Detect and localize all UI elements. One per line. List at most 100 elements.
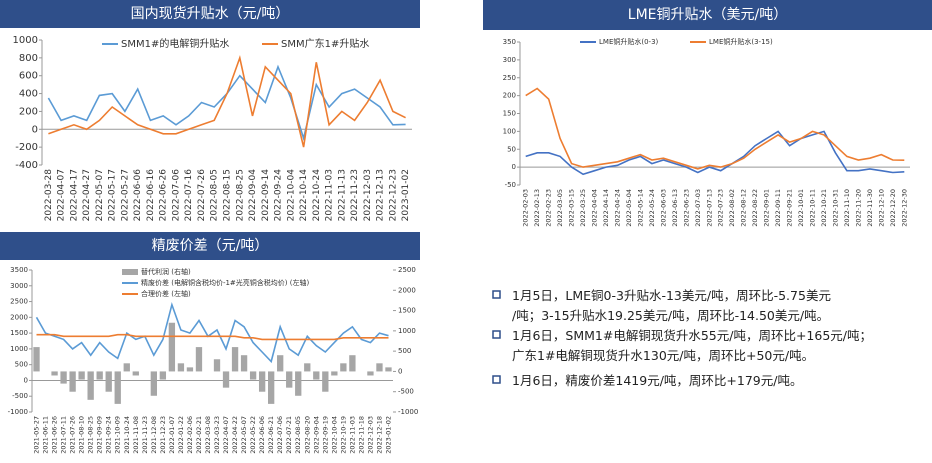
x-tick-label: 2022-04-14 xyxy=(602,189,610,227)
note-text: 1月5日，LME铜0-3升贴水-13美元/吨，周环比-5.75美元/吨；3-15… xyxy=(512,288,831,323)
bar xyxy=(78,371,85,380)
y-tick-label: 500 xyxy=(15,361,28,369)
x-tick-label: 2021-08-25 xyxy=(87,416,95,454)
title-bar xyxy=(483,0,932,30)
x-tick-label: 2022-05-27 xyxy=(120,169,130,221)
x-tick-label: 2021-07-26 xyxy=(69,416,77,454)
series-line xyxy=(47,64,406,142)
y-tick-label: 400 xyxy=(19,89,38,100)
title-bar xyxy=(0,232,420,260)
x-tick-label: 2022-08-12 xyxy=(740,189,748,227)
y-tick-label: 3000 xyxy=(10,282,28,290)
x-tick-label: 2022-12-03 xyxy=(366,416,374,454)
y2-tick-label: 500 xyxy=(398,347,411,355)
x-tick-label: 2022-02-21 xyxy=(195,416,203,454)
x-tick-label: 2022-04-17 xyxy=(69,169,79,221)
bar xyxy=(51,371,58,376)
x-tick-label: 2021-11-08 xyxy=(132,416,140,454)
legend-label: SMM1#的电解铜升贴水 xyxy=(121,37,229,50)
bar xyxy=(132,371,139,376)
x-tick-label: 2022-02-06 xyxy=(186,416,194,454)
x-tick-label: 2022-09-04 xyxy=(312,416,320,454)
x-tick-label: 2021-05-27 xyxy=(33,416,41,454)
bar xyxy=(295,371,302,396)
x-tick-label: 2022-12-18 xyxy=(375,416,383,454)
x-tick-label: 2022-11-13 xyxy=(337,169,347,221)
x-tick-label: 2023-01-02 xyxy=(401,169,411,221)
x-tick-label: 2022-05-07 xyxy=(240,416,248,454)
x-tick-label: 2021-06-11 xyxy=(42,416,50,454)
bar xyxy=(240,355,248,372)
series-line xyxy=(36,333,389,341)
x-tick-label: 2022-09-19 xyxy=(321,416,329,454)
y-tick-label: -50 xyxy=(505,181,516,189)
x-tick-label: 2022-02-13 xyxy=(533,189,541,227)
x-tick-label: 2022-06-13 xyxy=(671,189,679,227)
bar xyxy=(286,371,293,388)
x-tick-label: 2022-03-05 xyxy=(556,189,564,227)
legend-swatch xyxy=(122,269,138,275)
y-tick-label: 200 xyxy=(503,92,516,100)
x-tick-label: 2022-06-06 xyxy=(258,416,266,454)
x-tick-label: 2022-03-23 xyxy=(213,416,221,454)
x-tick-label: 2022-10-01 xyxy=(797,189,805,227)
y-tick-label: 350 xyxy=(503,38,516,46)
x-tick-label: 2022-09-01 xyxy=(763,189,771,227)
x-tick-label: 2022-06-26 xyxy=(159,169,169,222)
x-tick-label: 2022-04-24 xyxy=(614,189,622,227)
x-tick-label: 2022-06-23 xyxy=(682,189,690,227)
y-tick-label: 0 xyxy=(32,124,38,135)
x-tick-label: 2022-05-22 xyxy=(249,416,257,454)
y-tick-label: 0 xyxy=(512,163,516,171)
x-tick-label: 2022-11-30 xyxy=(866,189,874,227)
x-tick-label: 2021-12-08 xyxy=(150,416,158,454)
y-tick-label: 200 xyxy=(19,106,38,117)
y-tick-label: 250 xyxy=(503,74,516,82)
x-tick-label: 2022-05-14 xyxy=(636,189,644,227)
x-tick-label: 2022-10-19 xyxy=(339,416,347,454)
bar xyxy=(367,371,374,376)
bar xyxy=(150,371,157,396)
bar xyxy=(249,371,257,380)
x-tick-label: 2022-09-24 xyxy=(274,169,284,222)
x-tick-label: 2023-01-02 xyxy=(384,416,392,454)
legend-label: LME铜升贴水(3-15) xyxy=(709,37,773,46)
y-tick-label: -1000 xyxy=(8,408,28,416)
x-tick-label: 2022-11-10 xyxy=(843,189,851,227)
y-tick-label: 1000 xyxy=(13,35,38,46)
bar xyxy=(349,355,356,372)
bar xyxy=(268,371,275,404)
legend-label: 替代利润 (右轴) xyxy=(141,267,191,276)
bar xyxy=(222,371,230,388)
legend-label: LME铜升贴水(0-3) xyxy=(599,37,659,46)
x-tick-label: 2022-12-23 xyxy=(388,169,398,221)
x-tick-label: 2022-02-23 xyxy=(545,189,553,227)
x-tick-label: 2022-10-24 xyxy=(312,169,322,222)
series-line xyxy=(525,87,905,170)
x-tick-label: 2022-06-21 xyxy=(267,416,275,454)
x-tick-label: 2021-11-23 xyxy=(141,416,149,454)
x-tick-label: 2022-08-25 xyxy=(235,169,245,221)
series-line xyxy=(48,55,406,148)
x-tick-label: 2022-12-03 xyxy=(363,169,373,221)
legend-label: 合理价差 (左轴) xyxy=(141,289,191,298)
bar xyxy=(168,322,176,372)
x-tick-label: 2022-11-03 xyxy=(348,416,356,454)
y2-tick-label: 2500 xyxy=(398,266,416,274)
x-tick-label: 2022-10-11 xyxy=(809,189,817,227)
x-tick-label: 2022-08-15 xyxy=(223,169,233,221)
bar xyxy=(123,363,130,372)
note-text: 1月6日，精废价差1419元/吨，周环比+179元/吨。 xyxy=(512,373,802,388)
x-tick-label: 2021-09-09 xyxy=(96,416,104,454)
title-bar xyxy=(0,0,420,28)
x-tick-label: 2022-02-03 xyxy=(522,189,530,227)
y-tick-label: 150 xyxy=(503,110,516,118)
bar xyxy=(60,371,67,384)
y-tick-label: 2000 xyxy=(10,313,28,321)
note-text: 1月6日，SMM1#电解铜现货升水55元/吨，周环比+165元/吨； 广东1#电解… xyxy=(512,328,872,363)
x-tick-label: 2022-10-14 xyxy=(299,169,309,222)
y-tick-label: 300 xyxy=(503,56,516,64)
chart-title: 国内现货升贴水（元/吨） xyxy=(131,5,290,22)
y2-tick-label: 1500 xyxy=(398,307,416,315)
